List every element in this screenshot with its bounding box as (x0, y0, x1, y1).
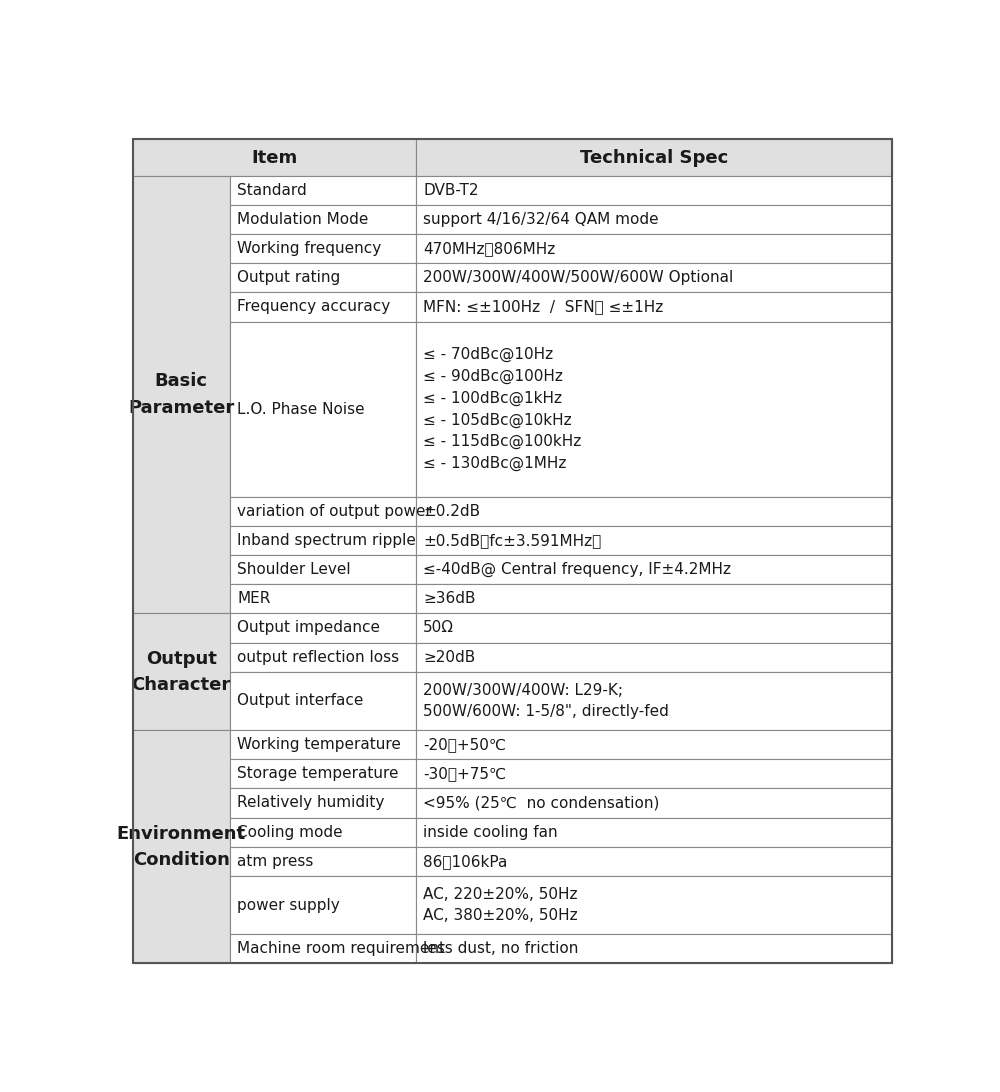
Text: DVB-T2: DVB-T2 (423, 182, 479, 198)
Text: ≤ - 70dBc@10Hz
≤ - 90dBc@100Hz
≤ - 100dBc@1kHz
≤ - 105dBc@10kHz
≤ - 115dBc@100kH: ≤ - 70dBc@10Hz ≤ - 90dBc@100Hz ≤ - 100dB… (423, 347, 582, 472)
Text: -20～+50℃: -20～+50℃ (423, 737, 506, 752)
Bar (416, 526, 892, 555)
Text: 50Ω: 50Ω (423, 620, 454, 636)
Text: Shoulder Level: Shoulder Level (237, 562, 351, 577)
Bar (230, 642, 416, 672)
Text: variation of output power: variation of output power (237, 503, 432, 519)
Text: Environment
Condition: Environment Condition (117, 824, 246, 869)
Bar (230, 526, 416, 555)
Bar (133, 614, 230, 731)
Bar (230, 759, 416, 788)
Bar (230, 614, 416, 642)
Bar (416, 176, 892, 205)
Bar (133, 140, 416, 176)
Text: 470MHz～806MHz: 470MHz～806MHz (423, 241, 556, 257)
Text: Cooling mode: Cooling mode (237, 824, 343, 840)
Bar (416, 497, 892, 526)
Bar (230, 731, 416, 759)
Text: power supply: power supply (237, 898, 340, 913)
Text: MER: MER (237, 591, 271, 606)
Text: <95% (25℃  no condensation): <95% (25℃ no condensation) (423, 795, 660, 810)
Bar (230, 176, 416, 205)
Bar (230, 788, 416, 818)
Text: Inband spectrum ripple: Inband spectrum ripple (237, 533, 416, 548)
Text: L.O. Phase Noise: L.O. Phase Noise (237, 402, 365, 417)
Text: Technical Spec: Technical Spec (580, 149, 728, 167)
Bar (230, 876, 416, 935)
Text: Storage temperature: Storage temperature (237, 767, 399, 781)
Bar (230, 846, 416, 876)
Text: Standard: Standard (237, 182, 307, 198)
Bar (416, 846, 892, 876)
Bar (416, 876, 892, 935)
Bar (416, 263, 892, 293)
Bar (416, 788, 892, 818)
Text: ≤-40dB@ Central frequency, IF±4.2MHz: ≤-40dB@ Central frequency, IF±4.2MHz (423, 562, 731, 578)
Text: Basic
Parameter: Basic Parameter (128, 372, 234, 417)
Text: -30～+75℃: -30～+75℃ (423, 767, 507, 781)
Text: Output impedance: Output impedance (237, 620, 380, 636)
Text: Working frequency: Working frequency (237, 241, 382, 257)
Bar (230, 672, 416, 731)
Bar (416, 642, 892, 672)
Text: ±0.5dB（fc±3.591MHz）: ±0.5dB（fc±3.591MHz） (423, 533, 602, 548)
Bar (230, 818, 416, 846)
Text: Modulation Mode: Modulation Mode (237, 212, 369, 227)
Text: AC, 220±20%, 50Hz
AC, 380±20%, 50Hz: AC, 220±20%, 50Hz AC, 380±20%, 50Hz (423, 887, 578, 924)
Bar (230, 555, 416, 584)
Bar (416, 614, 892, 642)
Bar (416, 818, 892, 846)
Bar (230, 497, 416, 526)
Text: Relatively humidity: Relatively humidity (237, 795, 385, 810)
Bar (416, 205, 892, 234)
Text: output reflection loss: output reflection loss (237, 650, 400, 665)
Text: less dust, no friction: less dust, no friction (423, 941, 579, 957)
Text: 200W/300W/400W: L29-K;
500W/600W: 1-5/8", directly-fed: 200W/300W/400W: L29-K; 500W/600W: 1-5/8"… (423, 682, 669, 720)
Bar (230, 935, 416, 963)
Bar (133, 176, 230, 614)
Bar (230, 293, 416, 321)
Bar (230, 321, 416, 497)
Bar (416, 935, 892, 963)
Bar (416, 321, 892, 497)
Bar (416, 759, 892, 788)
Text: ±0.2dB: ±0.2dB (423, 503, 480, 519)
Text: MFN: ≤±100Hz  /  SFN： ≤±1Hz: MFN: ≤±100Hz / SFN： ≤±1Hz (423, 299, 664, 314)
Bar (230, 234, 416, 263)
Bar (416, 555, 892, 584)
Bar (230, 205, 416, 234)
Text: Output
Character: Output Character (132, 650, 231, 693)
Text: Item: Item (251, 149, 297, 167)
Text: Output interface: Output interface (237, 693, 364, 709)
Bar (230, 263, 416, 293)
Bar (416, 140, 892, 176)
Text: Machine room requirement: Machine room requirement (237, 941, 445, 957)
Bar (230, 584, 416, 614)
Text: Working temperature: Working temperature (237, 737, 401, 752)
Text: Output rating: Output rating (237, 271, 341, 285)
Text: 86～106kPa: 86～106kPa (423, 854, 508, 869)
Bar (416, 731, 892, 759)
Text: 200W/300W/400W/500W/600W Optional: 200W/300W/400W/500W/600W Optional (423, 271, 734, 285)
Text: ≥20dB: ≥20dB (423, 650, 476, 665)
Text: support 4/16/32/64 QAM mode: support 4/16/32/64 QAM mode (423, 212, 659, 227)
Bar (416, 672, 892, 731)
Bar (416, 584, 892, 614)
Text: inside cooling fan: inside cooling fan (423, 824, 558, 840)
Bar (133, 731, 230, 963)
Text: atm press: atm press (237, 854, 314, 869)
Bar (416, 234, 892, 263)
Text: ≥36dB: ≥36dB (423, 591, 476, 606)
Text: Frequency accuracy: Frequency accuracy (237, 299, 391, 314)
Bar (416, 293, 892, 321)
